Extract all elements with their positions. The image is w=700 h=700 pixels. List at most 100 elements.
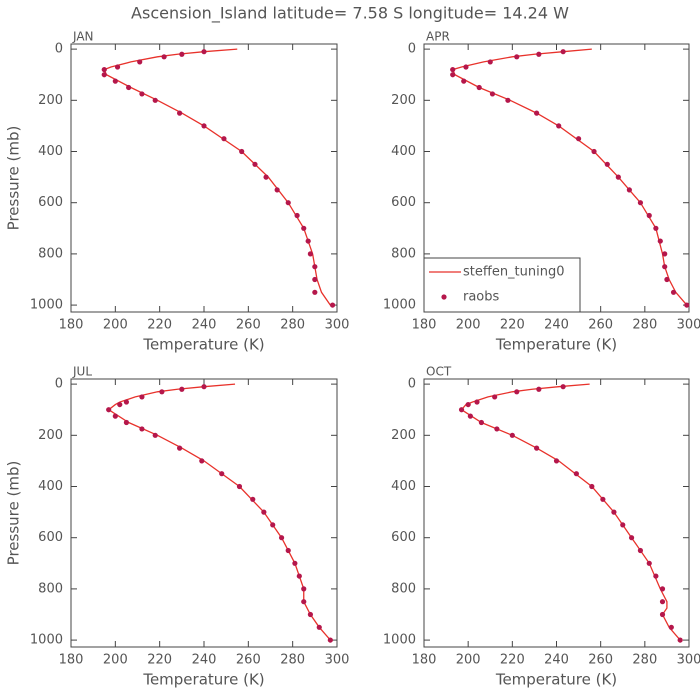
- x-tick-label: 280: [632, 653, 657, 668]
- raob-point: [684, 302, 690, 308]
- raob-point: [179, 51, 185, 57]
- raob-point: [126, 84, 132, 91]
- y-tick-label: 600: [38, 195, 63, 210]
- x-tick-label: 220: [147, 318, 172, 333]
- raob-point: [123, 399, 130, 405]
- raob-point: [327, 637, 333, 643]
- raob-point: [285, 547, 291, 554]
- raob-point: [637, 200, 644, 206]
- y-tick-label: 400: [38, 479, 63, 494]
- raob-point: [106, 407, 112, 413]
- raob-point: [296, 573, 302, 579]
- profile-line: [103, 48, 331, 306]
- x-tick-label: 240: [192, 318, 217, 333]
- x-axis-label: Temperature (K): [142, 671, 264, 689]
- x-tick-label: 260: [588, 653, 613, 668]
- x-tick-label: 240: [192, 653, 217, 668]
- y-tick-label: 0: [408, 42, 416, 57]
- raob-point: [668, 624, 674, 630]
- raob-point: [662, 264, 668, 270]
- x-tick-label: 300: [677, 653, 700, 668]
- profile-line: [460, 383, 681, 641]
- x-tick-label: 300: [325, 653, 350, 668]
- x-tick-label: 280: [280, 653, 305, 668]
- raob-point: [305, 238, 311, 244]
- y-tick-label: 1000: [30, 633, 63, 648]
- y-axis-label: Pressure (mb): [5, 126, 23, 231]
- raob-point: [152, 432, 158, 438]
- raob-point: [534, 110, 540, 116]
- raob-point: [659, 599, 666, 605]
- y-tick-label: 400: [38, 144, 63, 159]
- raob-point: [615, 174, 621, 180]
- y-tick-label: 0: [55, 377, 63, 392]
- raob-point: [458, 407, 465, 413]
- plot-frame: [70, 43, 338, 313]
- raob-point: [670, 289, 677, 295]
- raob-point: [274, 187, 280, 193]
- raob-point: [159, 389, 165, 395]
- raob-point: [139, 426, 145, 432]
- raob-point: [312, 289, 318, 295]
- raob-point: [307, 251, 313, 257]
- raob-point: [465, 401, 471, 408]
- raob-point: [329, 302, 336, 308]
- y-tick-label: 800: [38, 581, 63, 596]
- raob-point: [560, 384, 566, 390]
- raob-point: [177, 110, 183, 116]
- x-tick-label: 300: [325, 318, 350, 333]
- raob-point: [474, 399, 480, 405]
- x-tick-label: 280: [632, 318, 657, 333]
- y-tick-label: 800: [391, 581, 416, 596]
- raob-point: [301, 599, 307, 605]
- x-tick-label: 200: [456, 318, 481, 333]
- raob-point: [294, 212, 300, 219]
- panel: APR 180 200 220 240 260 280 300 0 200 400 600 800 100…: [383, 30, 700, 354]
- legend-label: steffen_tuning0: [463, 265, 565, 280]
- y-tick-label: 400: [391, 144, 416, 159]
- raob-point: [478, 419, 485, 426]
- x-tick-label: 220: [500, 318, 525, 333]
- raob-point: [450, 66, 456, 73]
- y-tick-label: 1000: [383, 633, 416, 648]
- raob-point: [646, 560, 652, 566]
- raob-point: [626, 187, 632, 193]
- raob-point: [139, 91, 145, 97]
- raob-point: [589, 483, 595, 490]
- raob-point: [664, 276, 670, 283]
- raob-point: [662, 251, 668, 257]
- x-tick-label: 220: [500, 653, 525, 668]
- x-tick-label: 200: [456, 653, 481, 668]
- raob-point: [611, 509, 617, 515]
- y-tick-label: 800: [391, 246, 416, 261]
- raob-point: [261, 509, 267, 515]
- x-tick-label: 180: [59, 653, 84, 668]
- x-tick-label: 180: [412, 318, 437, 333]
- raob-point: [494, 426, 500, 432]
- y-tick-label: 0: [408, 377, 416, 392]
- raob-point: [591, 148, 597, 155]
- raob-point: [221, 136, 227, 142]
- raob-point: [112, 78, 118, 84]
- y-tick-label: 600: [38, 530, 63, 545]
- raob-point: [114, 64, 121, 70]
- x-tick-label: 180: [59, 318, 84, 333]
- y-axis-label: Pressure (mb): [5, 461, 23, 566]
- panel-title: JUL: [72, 365, 92, 379]
- raob-point: [575, 136, 582, 142]
- x-tick-label: 260: [236, 653, 261, 668]
- raob-point: [620, 522, 626, 528]
- raob-point: [312, 264, 318, 270]
- y-tick-label: 600: [391, 195, 416, 210]
- y-tick-label: 800: [38, 246, 63, 261]
- legend-label: raobs: [463, 290, 500, 305]
- x-tick-label: 180: [412, 653, 437, 668]
- y-tick-label: 600: [391, 530, 416, 545]
- raob-point: [637, 547, 644, 554]
- plot-frame: [423, 378, 690, 648]
- raob-point: [450, 72, 456, 78]
- raob-point: [553, 458, 560, 464]
- raob-point: [307, 611, 313, 618]
- raob-point: [653, 225, 659, 231]
- raob-point: [199, 458, 205, 464]
